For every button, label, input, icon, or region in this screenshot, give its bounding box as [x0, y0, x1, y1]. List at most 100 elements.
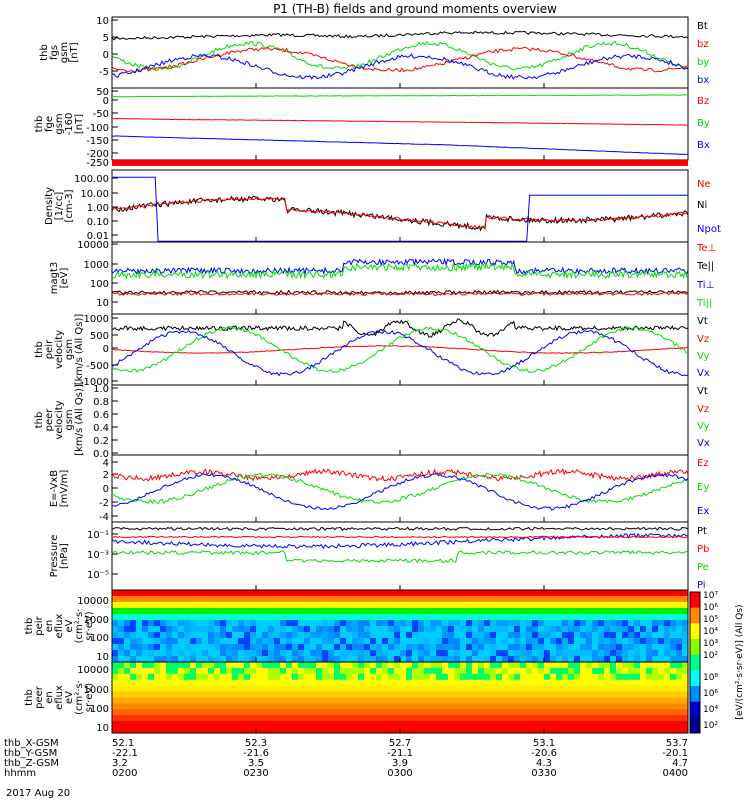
- spectrogram-cell: [394, 644, 401, 651]
- spectrogram-cell: [520, 608, 527, 615]
- spectrogram-cell: [436, 590, 443, 597]
- spectrogram-cell: [412, 709, 419, 716]
- spectrogram-cell: [298, 638, 305, 645]
- spectrogram-cell: [232, 709, 239, 716]
- spectrogram-cell: [136, 709, 143, 716]
- y-tick-label: 100: [90, 704, 109, 715]
- spectrogram-cell: [484, 602, 491, 609]
- spectrogram-cell: [544, 703, 551, 710]
- x-value-label: 0330: [531, 768, 556, 779]
- spectrogram-cell: [586, 602, 593, 609]
- spectrogram-cell: [358, 650, 365, 657]
- spectrogram-cell: [634, 626, 641, 633]
- spectrogram-cell: [316, 721, 323, 728]
- spectrogram-cell: [352, 602, 359, 609]
- spectrogram-cell: [388, 632, 395, 639]
- spectrogram-cell: [466, 709, 473, 716]
- spectrogram-cell: [616, 673, 623, 681]
- spectrogram-cell: [520, 590, 527, 597]
- spectrogram-cell: [502, 709, 509, 716]
- spectrogram-cell: [340, 614, 347, 621]
- spectrogram-cell: [496, 691, 503, 698]
- spectrogram-cell: [142, 596, 149, 603]
- spectrogram-cell: [376, 673, 383, 681]
- spectrogram-cell: [256, 721, 263, 728]
- spectrogram-cell: [652, 614, 659, 621]
- spectrogram-cell: [484, 644, 491, 651]
- spectrogram-cell: [514, 691, 521, 698]
- spectrogram-cell: [208, 703, 215, 710]
- spectrogram-cell: [580, 590, 587, 597]
- y-tick-label: -150: [86, 136, 109, 147]
- spectrogram-cell: [454, 644, 461, 651]
- spectrogram-cell: [628, 697, 635, 704]
- spectrogram-cell: [208, 673, 215, 681]
- spectrogram-cell: [604, 644, 611, 651]
- legend-Vy: Vy: [697, 421, 710, 432]
- spectrogram-cell: [604, 691, 611, 698]
- spectrogram-cell: [214, 715, 221, 722]
- spectrogram-cell: [178, 638, 185, 645]
- spectrogram-cell: [640, 715, 647, 722]
- spectrogram-cell: [328, 644, 335, 651]
- spectrogram-cell: [502, 644, 509, 651]
- spectrogram-cell: [526, 667, 533, 675]
- spectrogram-cell: [256, 638, 263, 645]
- spectrogram-cell: [460, 662, 467, 669]
- spectrogram-cell: [490, 614, 497, 621]
- spectrogram-cell: [646, 662, 653, 669]
- spectrogram-cell: [352, 608, 359, 615]
- y-tick-label: 0.0: [93, 449, 109, 460]
- spectrogram-cell: [628, 667, 635, 675]
- spectrogram-cell: [538, 721, 545, 728]
- spectrogram-cell: [346, 662, 353, 669]
- y-tick-label: 0.2: [93, 436, 109, 447]
- spectrogram-cell: [670, 614, 677, 621]
- spectrogram-cell: [430, 602, 437, 609]
- spectrogram-cell: [124, 626, 131, 633]
- spectrogram-cell: [340, 697, 347, 704]
- spectrogram-cell: [670, 715, 677, 722]
- spectrogram-cell: [280, 691, 287, 698]
- spectrogram-cell: [556, 727, 563, 734]
- spectrogram-cell: [442, 590, 449, 597]
- spectrogram-cell: [388, 644, 395, 651]
- spectrogram-cell: [310, 697, 317, 704]
- spectrogram-cell: [478, 709, 485, 716]
- spectrogram-cell: [484, 614, 491, 621]
- spectrogram-cell: [118, 667, 125, 675]
- series-Vt: [111, 318, 689, 338]
- spectrogram-cell: [220, 620, 227, 627]
- spectrogram-cell: [184, 644, 191, 651]
- spectrogram-cell: [220, 709, 227, 716]
- spectrogram-cell: [406, 703, 413, 710]
- spectrogram-cell: [346, 703, 353, 710]
- spectrogram-cell: [616, 709, 623, 716]
- spectrogram-cell: [184, 590, 191, 597]
- spectrogram-cell: [238, 632, 245, 639]
- spectrogram-cell: [346, 614, 353, 621]
- spectrogram-cell: [286, 632, 293, 639]
- spectrogram-cell: [370, 662, 377, 669]
- spectrogram-cell: [298, 697, 305, 704]
- spectrogram-cell: [160, 650, 167, 657]
- spectrogram-cell: [682, 715, 689, 722]
- spectrogram-cell: [538, 590, 545, 597]
- spectrogram-cell: [454, 673, 461, 681]
- spectrogram-cell: [526, 596, 533, 603]
- spectrogram-cell: [664, 626, 671, 633]
- y-axis-label: velocity: [54, 330, 65, 369]
- spectrogram-cell: [322, 685, 329, 693]
- y-axis-label: fge: [44, 116, 55, 132]
- spectrogram-cell: [640, 644, 647, 651]
- spectrogram-cell: [388, 727, 395, 734]
- spectrogram-cell: [370, 721, 377, 728]
- spectrogram-cell: [172, 697, 179, 704]
- spectrogram-cell: [598, 727, 605, 734]
- spectrogram-cell: [610, 650, 617, 657]
- spectrogram-cell: [568, 679, 575, 687]
- spectrogram-cell: [160, 697, 167, 704]
- spectrogram-cell: [634, 691, 641, 698]
- spectrogram-cell: [418, 614, 425, 621]
- spectrogram-cell: [616, 608, 623, 615]
